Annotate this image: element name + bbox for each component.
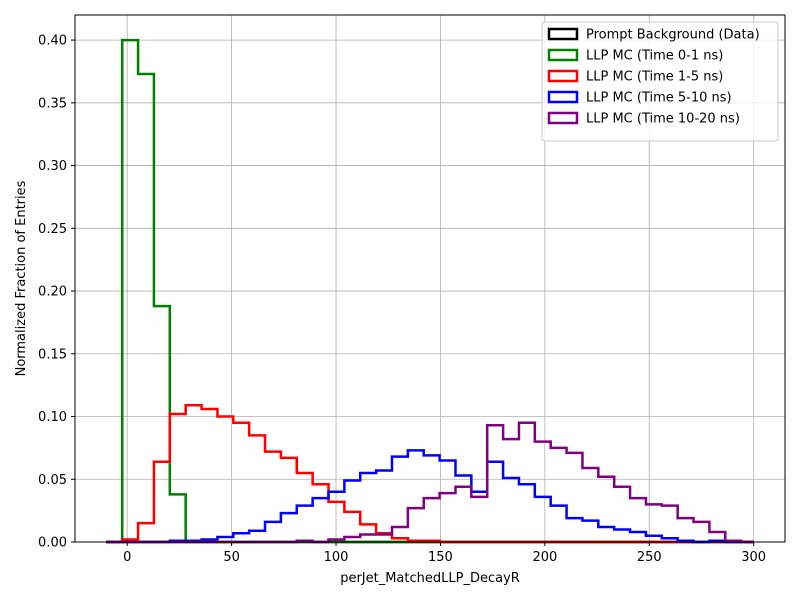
- legend-item: LLP MC (Time 0-1 ns): [547, 48, 723, 64]
- y-tick-label: 0.00: [38, 536, 67, 551]
- histogram-bin: [249, 435, 265, 542]
- legend-item: LLP MC (Time 10-20 ns): [547, 111, 740, 127]
- x-tick-label: 250: [637, 550, 662, 565]
- axes-frame: [74, 14, 786, 543]
- histogram-bin: [138, 523, 154, 542]
- x-tick-label: 150: [428, 550, 453, 565]
- y-tick-label: 0.15: [38, 347, 67, 362]
- x-tick-label: 50: [223, 550, 240, 565]
- histogram-bin: [202, 409, 218, 542]
- legend-swatch: [547, 90, 579, 104]
- legend-label: LLP MC (Time 1-5 ns): [586, 70, 723, 85]
- histogram-bin: [709, 532, 725, 542]
- legend-label: Prompt Background (Data): [586, 28, 760, 43]
- legend-item: LLP MC (Time 5-10 ns): [547, 90, 732, 106]
- histogram-bin: [662, 506, 678, 542]
- histogram-bin: [154, 462, 170, 542]
- series-step-line: [106, 449, 754, 544]
- y-tick-label: 0.05: [38, 473, 67, 488]
- histogram-bin: [138, 74, 154, 542]
- histogram-bin: [344, 537, 360, 542]
- histogram-bin: [265, 522, 281, 542]
- histogram-bin: [614, 487, 630, 542]
- series-group: [106, 449, 754, 544]
- x-tick-label: 200: [532, 550, 557, 565]
- x-tick-label: 300: [741, 550, 766, 565]
- histogram-bin: [582, 468, 598, 542]
- legend: Prompt Background (Data) LLP MC (Time 0-1…: [541, 21, 779, 142]
- legend-item: Prompt Background (Data): [547, 27, 760, 43]
- histogram-bin: [344, 481, 360, 542]
- histogram-bin: [170, 414, 186, 542]
- legend-item: LLP MC (Time 1-5 ns): [547, 69, 723, 85]
- histogram-bin: [249, 531, 265, 542]
- legend-label: LLP MC (Time 0-1 ns): [586, 49, 723, 64]
- legend-box: [541, 21, 779, 142]
- histogram-bin: [455, 487, 471, 542]
- y-tick-label: 0.30: [38, 159, 67, 174]
- histogram-bin: [646, 504, 662, 542]
- histogram-bin: [376, 534, 392, 542]
- legend-swatch: [547, 111, 579, 125]
- histogram-bin: [217, 417, 233, 542]
- y-tick-label: 0.20: [38, 285, 67, 300]
- histogram-bin: [487, 425, 503, 542]
- x-tick-label: 0: [123, 550, 131, 565]
- histogram-bin: [519, 423, 535, 542]
- legend-swatch: [547, 48, 579, 62]
- legend-label: LLP MC (Time 5-10 ns): [586, 91, 732, 106]
- histogram-bin: [233, 423, 249, 542]
- histogram-bin: [376, 470, 392, 542]
- legend-swatch: [547, 27, 579, 41]
- histogram-bin: [440, 493, 456, 542]
- histogram-bin: [281, 513, 297, 542]
- histogram-bin: [598, 477, 614, 542]
- histogram-bin: [360, 473, 376, 542]
- histogram-bin: [329, 492, 345, 542]
- histogram-bin: [535, 442, 551, 542]
- histogram-bin: [567, 453, 583, 542]
- y-tick-label: 0.35: [38, 96, 67, 111]
- legend-label: LLP MC (Time 10-20 ns): [586, 112, 740, 127]
- histogram-bin: [503, 439, 519, 542]
- histogram-bin: [471, 497, 487, 542]
- histogram-bin: [424, 498, 440, 542]
- histogram-bin: [297, 506, 313, 542]
- legend-swatch: [547, 69, 579, 83]
- ticks: 0 50 100 150 200 250 300 0.00 0.05 0.10 0.15 0.20 0.…: [38, 34, 766, 565]
- histogram-bin: [694, 522, 710, 542]
- x-tick-label: 100: [324, 550, 349, 565]
- histogram-bin: [360, 534, 376, 542]
- histogram-bin: [233, 533, 249, 542]
- histogram-bin: [408, 508, 424, 542]
- histogram-bin: [630, 498, 646, 542]
- y-tick-label: 0.40: [38, 34, 67, 49]
- histogram-bin: [186, 405, 202, 542]
- histogram-bin: [678, 518, 694, 542]
- y-axis-label: Normalized Fraction of Entries: [14, 180, 29, 376]
- histogram-bin: [551, 448, 567, 542]
- x-axis-label: perJet_MatchedLLP_DecayR: [340, 571, 520, 586]
- histogram-bin: [122, 40, 138, 542]
- histogram-bin: [313, 498, 329, 542]
- y-tick-label: 0.25: [38, 222, 67, 237]
- histogram-bin: [392, 527, 408, 542]
- y-tick-label: 0.10: [38, 410, 67, 425]
